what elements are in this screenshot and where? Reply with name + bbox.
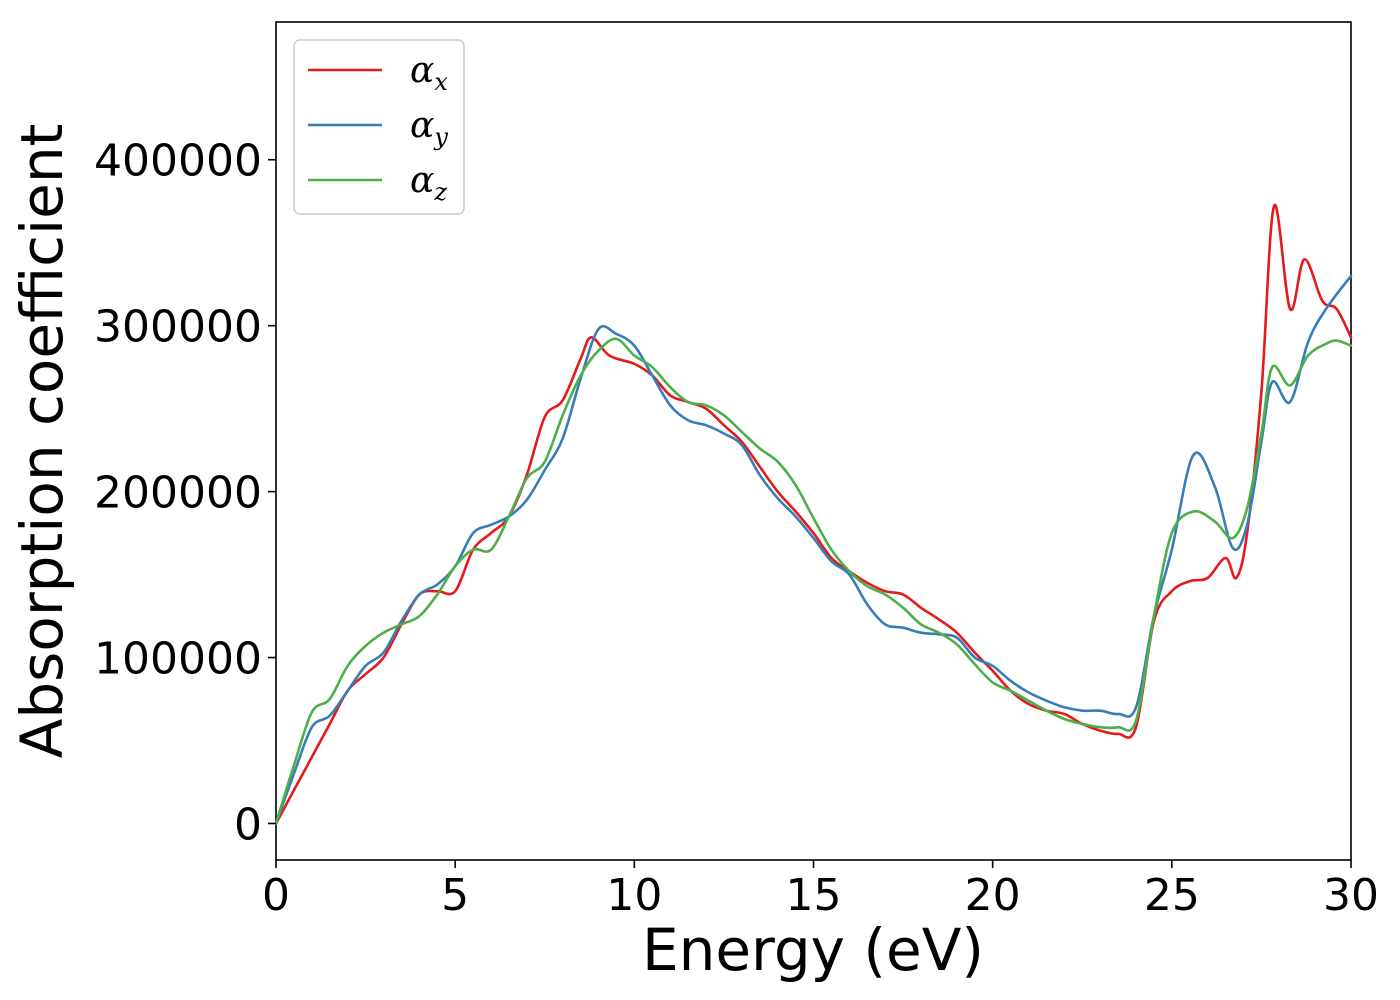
y-tick-label: 200000 xyxy=(94,468,262,519)
y-tick-label: 400000 xyxy=(94,136,262,187)
y-tick-label: 0 xyxy=(234,799,262,850)
x-tick-label: 30 xyxy=(1323,870,1379,921)
y-tick-label: 100000 xyxy=(94,634,262,685)
legend-label-z: αz xyxy=(410,160,447,206)
legend-label-y: αy xyxy=(410,105,448,151)
series-layer xyxy=(274,203,1353,825)
x-tick-label: 15 xyxy=(786,870,842,921)
x-tick-label: 5 xyxy=(441,870,469,921)
y-axis-ticks: 0 100000 200000 300000 400000 xyxy=(94,136,276,850)
x-axis-title: Energy (eV) xyxy=(642,916,984,984)
x-tick-label: 20 xyxy=(965,870,1021,921)
legend-entries: αx αy αz xyxy=(308,50,448,206)
x-tick-label: 25 xyxy=(1144,870,1200,921)
x-axis-ticks: 0 5 10 15 20 25 30 xyxy=(262,860,1379,921)
x-tick-label: 0 xyxy=(262,870,290,921)
y-tick-label: 300000 xyxy=(94,302,262,353)
legend-box xyxy=(293,39,465,215)
y-axis-title: Absorption coefficient xyxy=(8,124,76,759)
series-line-z xyxy=(274,337,1353,825)
x-tick-label: 10 xyxy=(606,870,662,921)
legend-label-x: αx xyxy=(410,50,448,96)
legend: αx αy αz xyxy=(293,39,465,215)
